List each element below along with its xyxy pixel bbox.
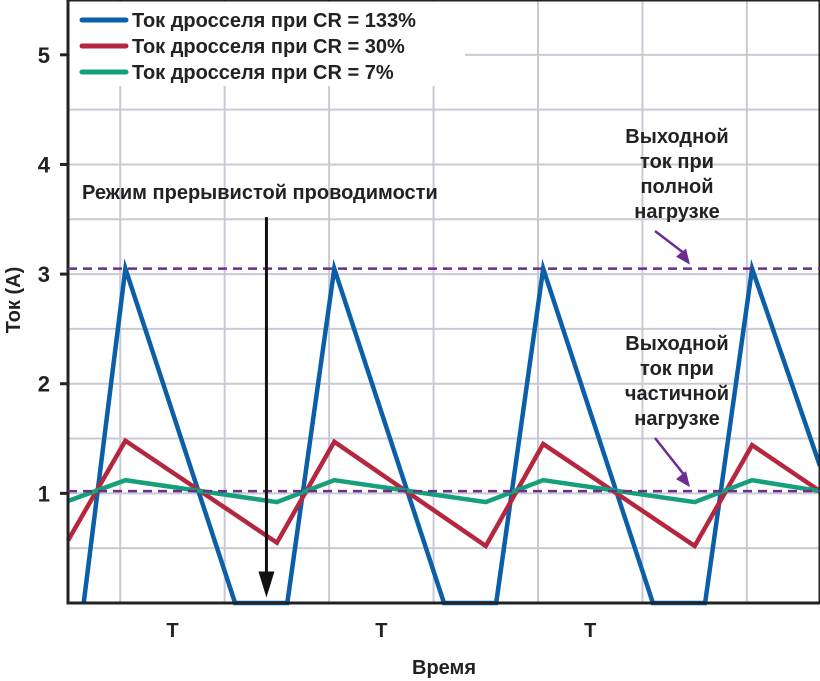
y-axis-title: Ток (А)	[3, 267, 25, 334]
x-axis-title: Время	[412, 657, 476, 679]
legend: Ток дросселя при CR = 133% Ток дросселя п…	[70, 2, 465, 86]
y-tick-label: 2	[38, 372, 50, 397]
reference-label: Выходной ток при частичной нагрузке	[625, 333, 729, 430]
reference-arrowhead	[676, 471, 690, 488]
reference-lines: Выходной ток при полной нагрузке Выходной ток…	[68, 126, 820, 493]
reference-label: Выходной ток при полной нагрузке	[625, 126, 728, 223]
annotation-arrowhead	[258, 571, 275, 598]
reference-arrow	[654, 230, 687, 256]
y-tick-label: 3	[38, 262, 50, 287]
legend-label-2: Ток дросселя при CR = 30%	[132, 36, 405, 58]
reference-arrowhead	[676, 248, 690, 265]
plot-frame	[66, 0, 820, 605]
series-layer	[66, 258, 820, 606]
y-tick-label: 1	[38, 481, 50, 506]
series-line-2	[66, 437, 820, 550]
y-tick-label: 5	[38, 43, 50, 68]
legend-box	[70, 2, 465, 86]
legend-label-3: Ток дросселя при CR = 7%	[132, 62, 394, 84]
series-line-3	[67, 477, 820, 505]
annotation-text: Режим прерывистой проводимости	[82, 182, 438, 204]
annotations: Режим прерывистой проводимости	[82, 182, 438, 598]
grid	[68, 0, 820, 603]
x-tick-label: T	[375, 620, 387, 642]
y-tick-label: 4	[38, 152, 51, 177]
reference-arrow	[654, 437, 687, 478]
legend-label-1: Ток дросселя при CR = 133%	[132, 10, 416, 32]
x-tick-label: T	[584, 620, 596, 642]
ticks: 1 2 3 4 5 T T T	[38, 43, 597, 642]
series-line-1	[81, 258, 820, 606]
x-tick-label: T	[166, 620, 178, 642]
